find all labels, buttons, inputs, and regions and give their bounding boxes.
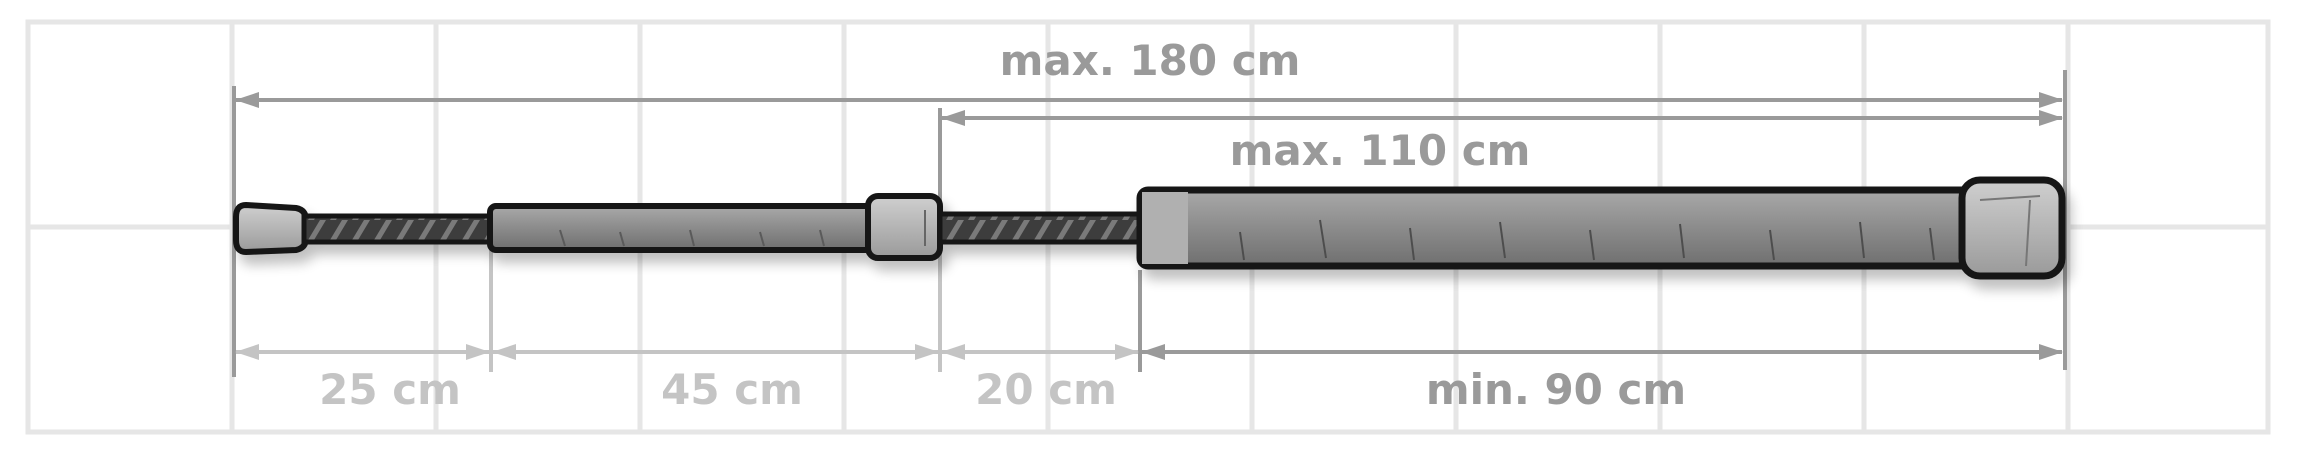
dimension-segment-2: 45 cm <box>492 344 939 414</box>
cylinder-end-ring <box>1142 192 1188 264</box>
label-extension: max. 110 cm <box>1230 126 1531 175</box>
right-end-cap <box>1958 176 2066 280</box>
main-cylinder <box>1136 186 1986 270</box>
label-segment-2: 45 cm <box>661 365 803 414</box>
dimension-segment-1: 25 cm <box>235 344 490 414</box>
dimension-body-min: min. 90 cm <box>1141 344 2063 414</box>
left-end-fitting <box>233 201 309 256</box>
gas-spring <box>233 176 2066 280</box>
middle-collar <box>865 193 943 261</box>
label-segment-3: 20 cm <box>975 365 1117 414</box>
label-total: max. 180 cm <box>1000 36 1301 85</box>
left-threaded-rod <box>301 213 497 245</box>
middle-tube <box>487 203 877 253</box>
dimension-extension: max. 110 cm <box>941 110 2063 175</box>
dimension-total: max. 180 cm <box>235 36 2063 108</box>
right-threaded-rod <box>937 211 1143 245</box>
dimension-segment-3: 20 cm <box>941 344 1139 414</box>
label-segment-1: 25 cm <box>319 365 461 414</box>
label-body-min: min. 90 cm <box>1426 365 1686 414</box>
